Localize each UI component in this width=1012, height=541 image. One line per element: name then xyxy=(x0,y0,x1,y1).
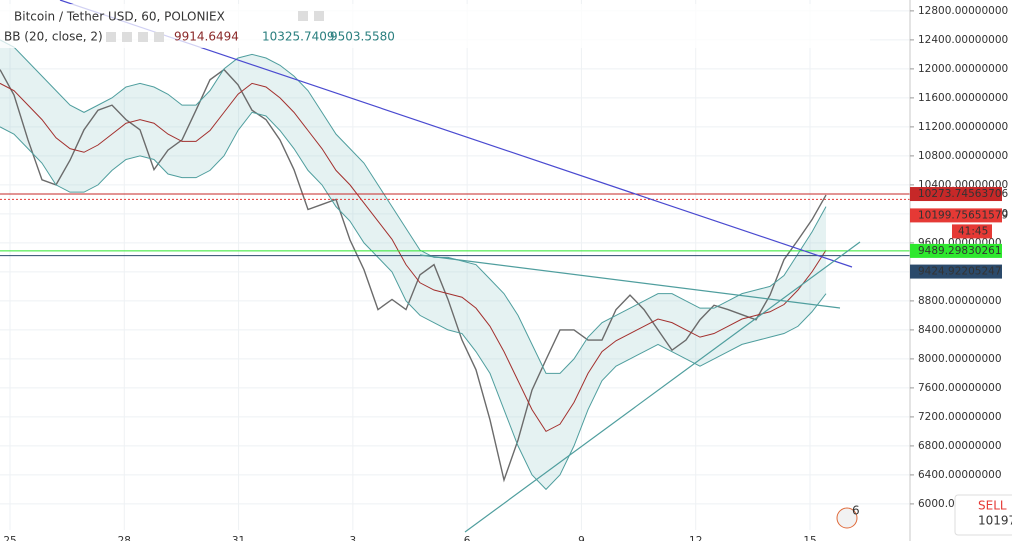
x-tick-label: 6 xyxy=(464,535,471,541)
indicator-value: 9914.6494 xyxy=(174,30,239,44)
y-tick-label: 8800.00000000 xyxy=(918,295,1002,307)
x-tick-label: 25 xyxy=(3,535,16,541)
symbol-title: Bitcoin / Tether USD, 60, POLONIEX xyxy=(14,10,225,24)
y-tick-label: 12400.00000000 xyxy=(918,34,1008,46)
y-tick-label: 8000.00000000 xyxy=(918,353,1002,365)
trend-line xyxy=(464,241,861,533)
y-tick-label: 8400.00000000 xyxy=(918,324,1002,336)
sell-label: SELL xyxy=(978,499,1007,513)
y-tick-label: 11200.00000000 xyxy=(918,121,1008,133)
icon[interactable] xyxy=(298,11,308,21)
series-line xyxy=(0,82,827,433)
plot-area xyxy=(0,39,910,491)
trade-button[interactable]: SELL 10197 xyxy=(954,494,1012,536)
x-tick-label: 31 xyxy=(232,535,245,541)
trend-line xyxy=(419,254,841,309)
y-tick-label: 11600.00000000 xyxy=(918,92,1008,104)
series-line xyxy=(0,68,827,483)
legend-header: Bitcoin / Tether USD, 60, POLONIEX BB (2… xyxy=(0,4,870,48)
y-tick-label: 6400.00000000 xyxy=(918,469,1002,481)
x-tick-label: 12 xyxy=(689,535,702,541)
y-tick-label: 6800.00000000 xyxy=(918,440,1002,452)
badge-count: 6 xyxy=(852,504,860,518)
sell-price: 10197 xyxy=(978,514,1012,528)
indicator-name: BB (20, close, 2) xyxy=(4,30,103,44)
sell-button[interactable] xyxy=(954,494,1012,536)
event-badge[interactable] xyxy=(836,507,858,529)
price-label: 10273.74563706 xyxy=(918,188,1009,200)
series-line xyxy=(0,111,827,491)
icon[interactable] xyxy=(138,32,148,42)
x-tick-label: 3 xyxy=(350,535,357,541)
price-label: 10199.75651579 xyxy=(918,209,1008,221)
band-fill xyxy=(0,39,826,490)
price-label-bg xyxy=(910,264,1002,279)
icon[interactable] xyxy=(122,32,132,42)
indicator-value: 10325.7409 xyxy=(262,30,335,44)
y-tick-label: 10800.00000000 xyxy=(918,150,1008,162)
y-tick-label: 12800.00000000 xyxy=(918,5,1008,17)
icon[interactable] xyxy=(154,32,164,42)
icon[interactable] xyxy=(106,32,116,42)
price-label-bg xyxy=(910,187,1002,202)
price-label-bg xyxy=(910,208,1002,223)
countdown: 41:45 xyxy=(958,225,988,237)
y-tick-label: 12000.00000000 xyxy=(918,63,1008,75)
x-tick-label: 15 xyxy=(803,535,816,541)
x-tick-label: 9 xyxy=(578,535,585,541)
icon[interactable] xyxy=(314,11,324,21)
price-label: 9424.92205247 xyxy=(918,266,1002,278)
series-line xyxy=(0,39,827,374)
indicator-value: 9503.5580 xyxy=(330,30,395,44)
x-tick-label: 28 xyxy=(118,535,131,541)
y-tick-label: 7600.00000000 xyxy=(918,382,1002,394)
price-label: 9489.29830261 xyxy=(918,245,1002,257)
price-label-bg xyxy=(910,243,1002,258)
countdown-bg xyxy=(952,224,992,239)
y-tick-label: 7200.00000000 xyxy=(918,411,1002,423)
